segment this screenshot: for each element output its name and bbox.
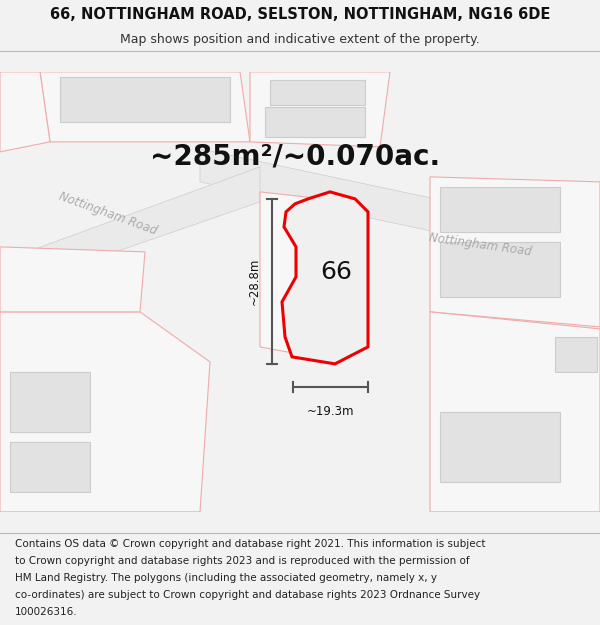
Bar: [10, 372, 90, 432]
Text: 100026316.: 100026316.: [15, 608, 77, 618]
Polygon shape: [282, 192, 368, 364]
Polygon shape: [250, 72, 390, 147]
Bar: [555, 337, 597, 372]
Bar: [265, 107, 365, 137]
Bar: [270, 80, 365, 105]
Text: ~28.8m: ~28.8m: [248, 258, 260, 305]
Text: ~285m²/~0.070ac.: ~285m²/~0.070ac.: [150, 143, 440, 171]
Polygon shape: [430, 312, 600, 512]
Bar: [60, 77, 230, 122]
Polygon shape: [40, 72, 250, 142]
Text: HM Land Registry. The polygons (including the associated geometry, namely x, y: HM Land Registry. The polygons (includin…: [15, 573, 437, 583]
Text: 66: 66: [320, 260, 352, 284]
Bar: [440, 187, 560, 232]
Polygon shape: [0, 312, 210, 512]
Polygon shape: [0, 72, 50, 152]
Text: Contains OS data © Crown copyright and database right 2021. This information is : Contains OS data © Crown copyright and d…: [15, 539, 485, 549]
Bar: [440, 412, 560, 482]
Text: Nottingham Road: Nottingham Road: [57, 190, 159, 238]
Text: to Crown copyright and database rights 2023 and is reproduced with the permissio: to Crown copyright and database rights 2…: [15, 556, 470, 566]
Text: Nottingham Road: Nottingham Road: [428, 231, 532, 259]
Text: Map shows position and indicative extent of the property.: Map shows position and indicative extent…: [120, 34, 480, 46]
Polygon shape: [0, 167, 260, 292]
Polygon shape: [430, 177, 600, 327]
Polygon shape: [550, 327, 600, 412]
Text: co-ordinates) are subject to Crown copyright and database rights 2023 Ordnance S: co-ordinates) are subject to Crown copyr…: [15, 590, 480, 600]
Polygon shape: [260, 192, 350, 362]
Bar: [440, 242, 560, 297]
Text: 66, NOTTINGHAM ROAD, SELSTON, NOTTINGHAM, NG16 6DE: 66, NOTTINGHAM ROAD, SELSTON, NOTTINGHAM…: [50, 7, 550, 22]
Polygon shape: [200, 149, 600, 267]
Bar: [10, 442, 90, 492]
Polygon shape: [0, 247, 145, 312]
Text: ~19.3m: ~19.3m: [307, 405, 354, 418]
